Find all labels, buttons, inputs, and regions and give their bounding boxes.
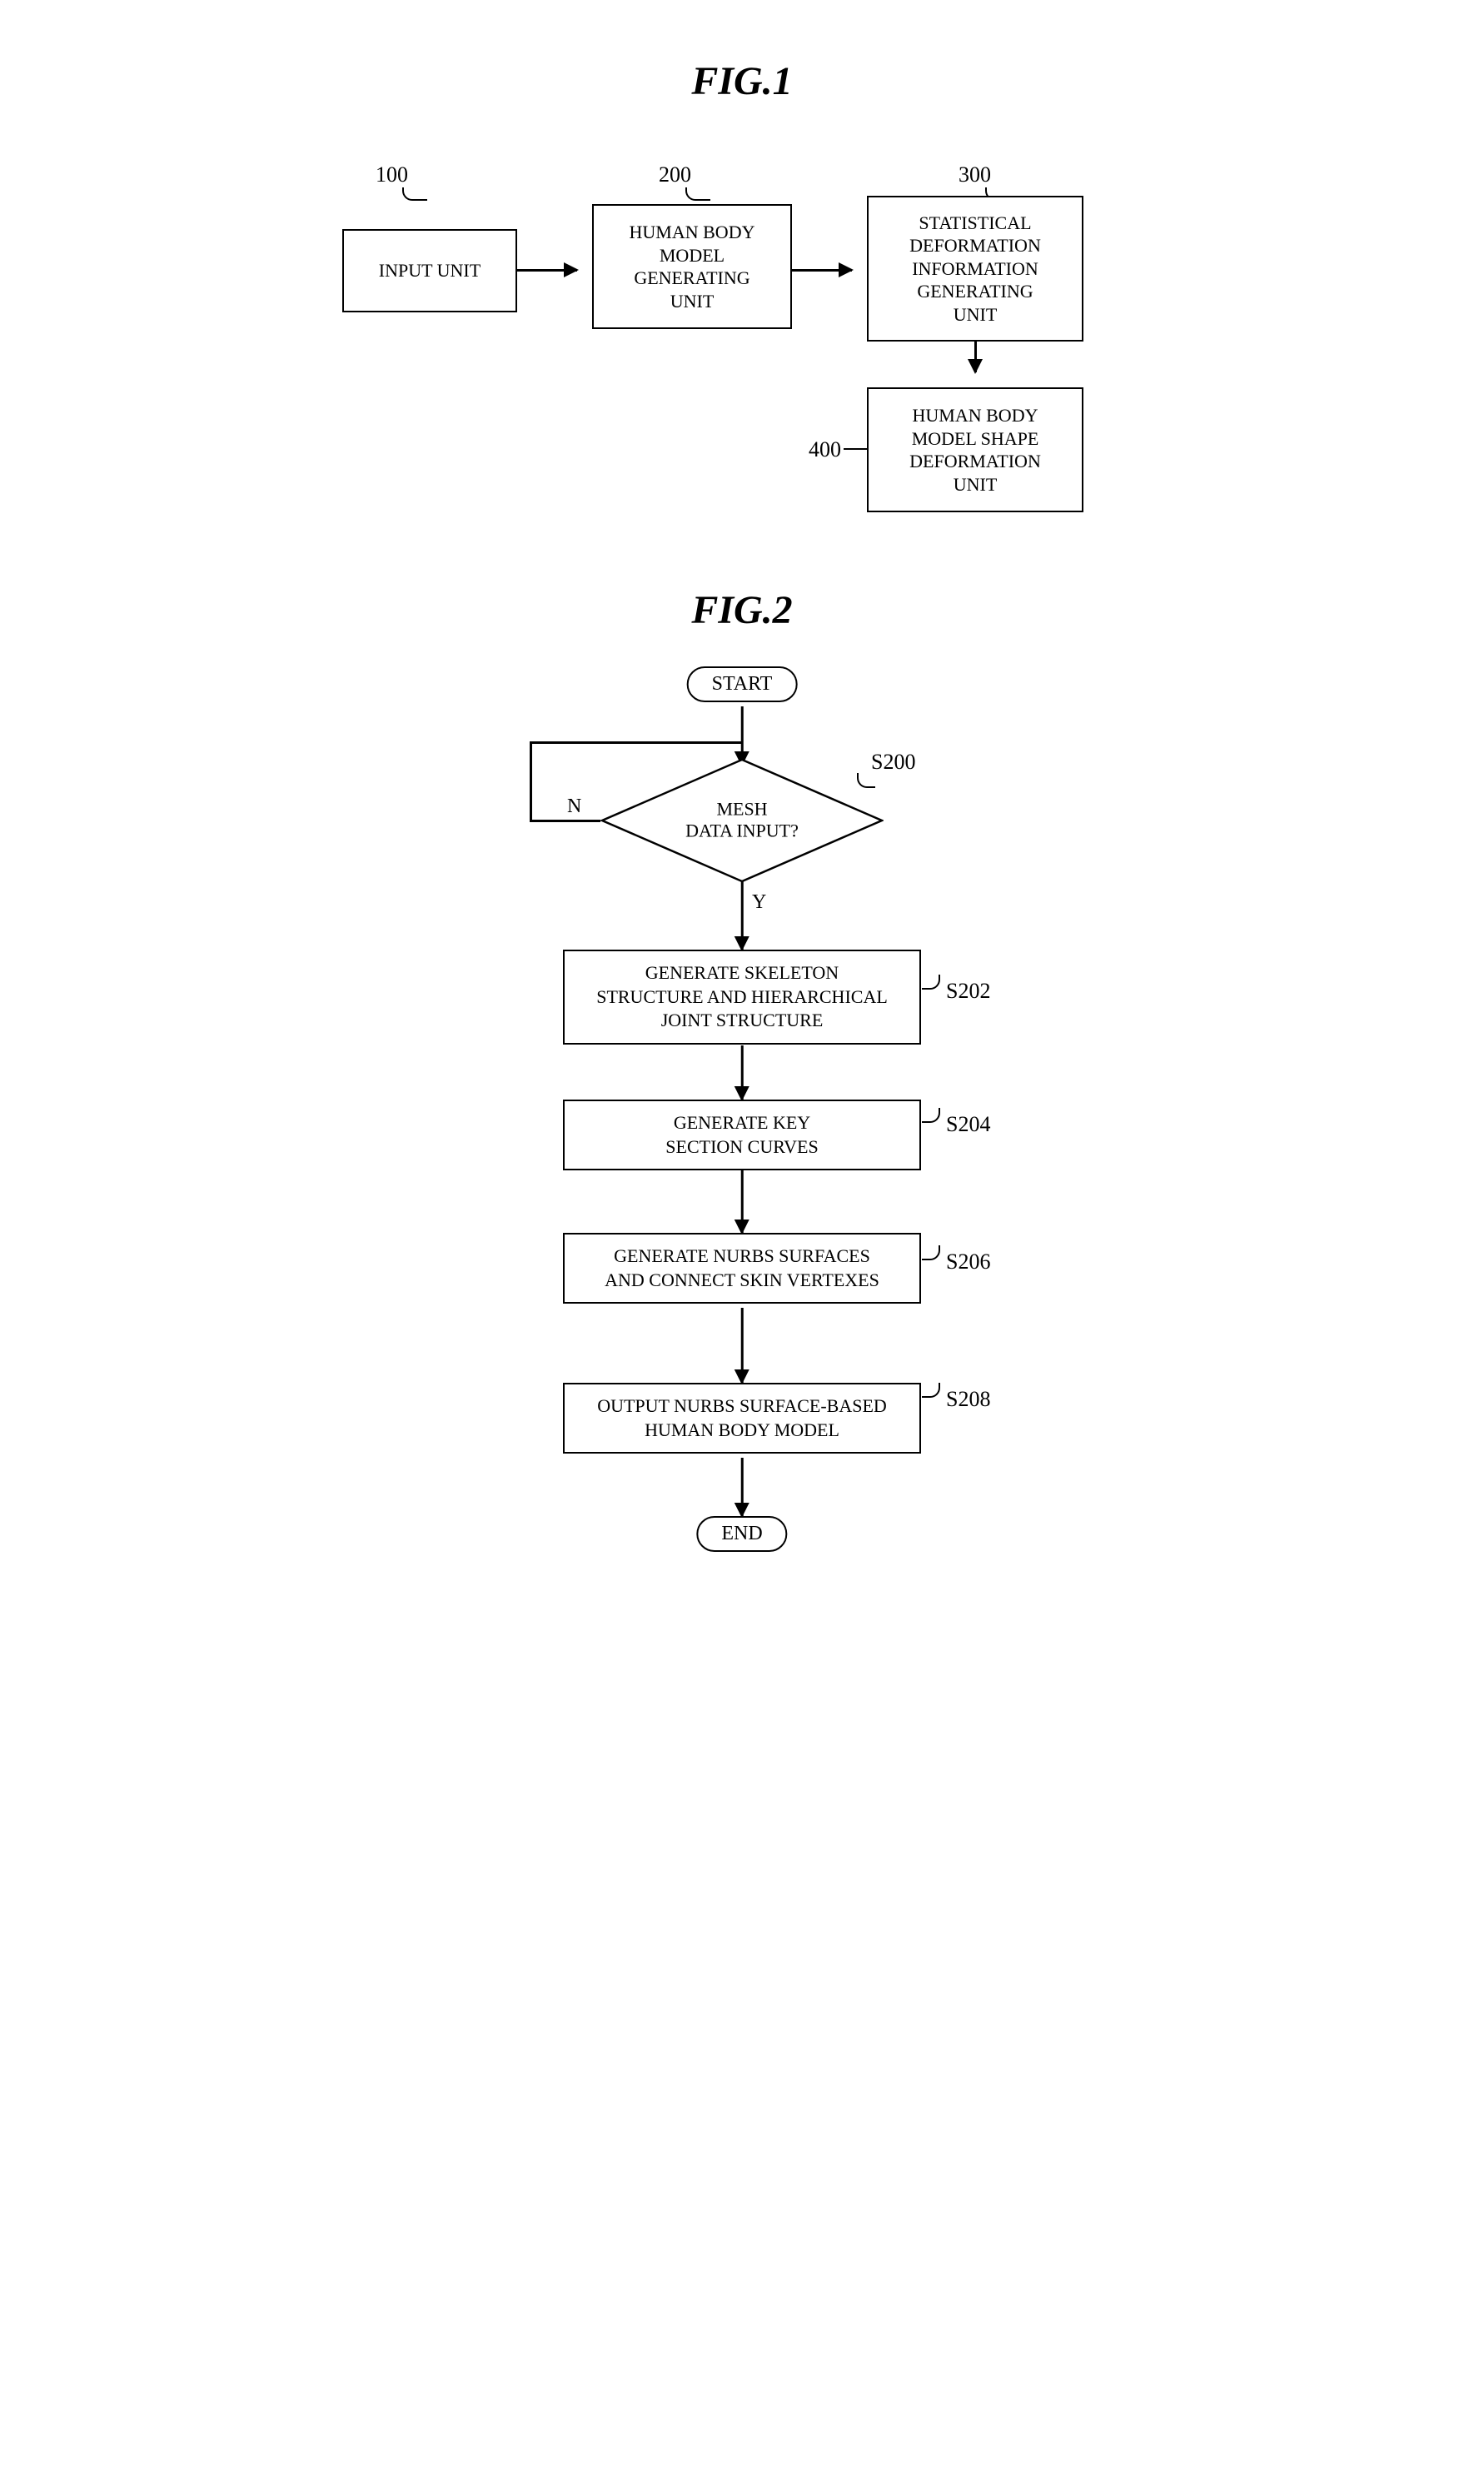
arrow-100-200 — [517, 269, 577, 272]
ref-200: 200 — [659, 162, 691, 187]
proc-s202: GENERATE SKELETON STRUCTURE AND HIERARCH… — [563, 950, 921, 1045]
proc-s206-label: GENERATE NURBS SURFACES AND CONNECT SKIN… — [605, 1244, 879, 1292]
ref-s208: S208 — [946, 1387, 990, 1412]
proc-s208: OUTPUT NURBS SURFACE-BASED HUMAN BODY MO… — [563, 1383, 921, 1454]
proc-s204-label: GENERATE KEY SECTION CURVES — [665, 1111, 818, 1159]
ref-400: 400 — [809, 437, 841, 462]
ref-s200: S200 — [871, 750, 915, 775]
terminator-end: END — [696, 1516, 787, 1552]
box-input-unit-label: INPUT UNIT — [379, 259, 481, 282]
fig2-title: FIG.2 — [326, 587, 1158, 633]
box-shape-deform-label: HUMAN BODY MODEL SHAPE DEFORMATION UNIT — [909, 404, 1041, 496]
proc-s204: GENERATE KEY SECTION CURVES — [563, 1100, 921, 1170]
ref-s206: S206 — [946, 1249, 990, 1274]
ref-s204: S204 — [946, 1112, 990, 1137]
proc-s208-label: OUTPUT NURBS SURFACE-BASED HUMAN BODY MO… — [597, 1394, 887, 1442]
terminator-start-label: START — [712, 673, 773, 696]
box-stat-deform: STATISTICAL DEFORMATION INFORMATION GENE… — [867, 196, 1083, 342]
arrow-200-300 — [792, 269, 852, 272]
fig1-diagram: 100 200 300 400 INPUT UNIT HUMAN BODY MO… — [326, 137, 1158, 554]
box-model-gen: HUMAN BODY MODEL GENERATING UNIT — [592, 204, 792, 329]
proc-s206: GENERATE NURBS SURFACES AND CONNECT SKIN… — [563, 1233, 921, 1304]
box-model-gen-label: HUMAN BODY MODEL GENERATING UNIT — [630, 221, 755, 312]
label-yes: Y — [752, 891, 766, 914]
ref-300: 300 — [959, 162, 991, 187]
box-shape-deform: HUMAN BODY MODEL SHAPE DEFORMATION UNIT — [867, 387, 1083, 512]
decision-mesh: MESH DATA INPUT? — [600, 758, 884, 883]
terminator-start: START — [687, 666, 798, 702]
fig2-flowchart: START MESH DATA INPUT? S200 N Y GENERATE… — [451, 666, 1033, 1749]
ref-s202: S202 — [946, 979, 990, 1004]
proc-s202-label: GENERATE SKELETON STRUCTURE AND HIERARCH… — [596, 961, 888, 1033]
box-stat-deform-label: STATISTICAL DEFORMATION INFORMATION GENE… — [909, 212, 1041, 327]
fig1-title: FIG.1 — [326, 58, 1158, 104]
ref-100: 100 — [376, 162, 408, 187]
terminator-end-label: END — [721, 1523, 762, 1545]
box-input-unit: INPUT UNIT — [342, 229, 517, 312]
decision-mesh-label: MESH DATA INPUT? — [600, 799, 884, 843]
label-no: N — [567, 796, 581, 818]
arrow-300-400 — [974, 342, 977, 372]
